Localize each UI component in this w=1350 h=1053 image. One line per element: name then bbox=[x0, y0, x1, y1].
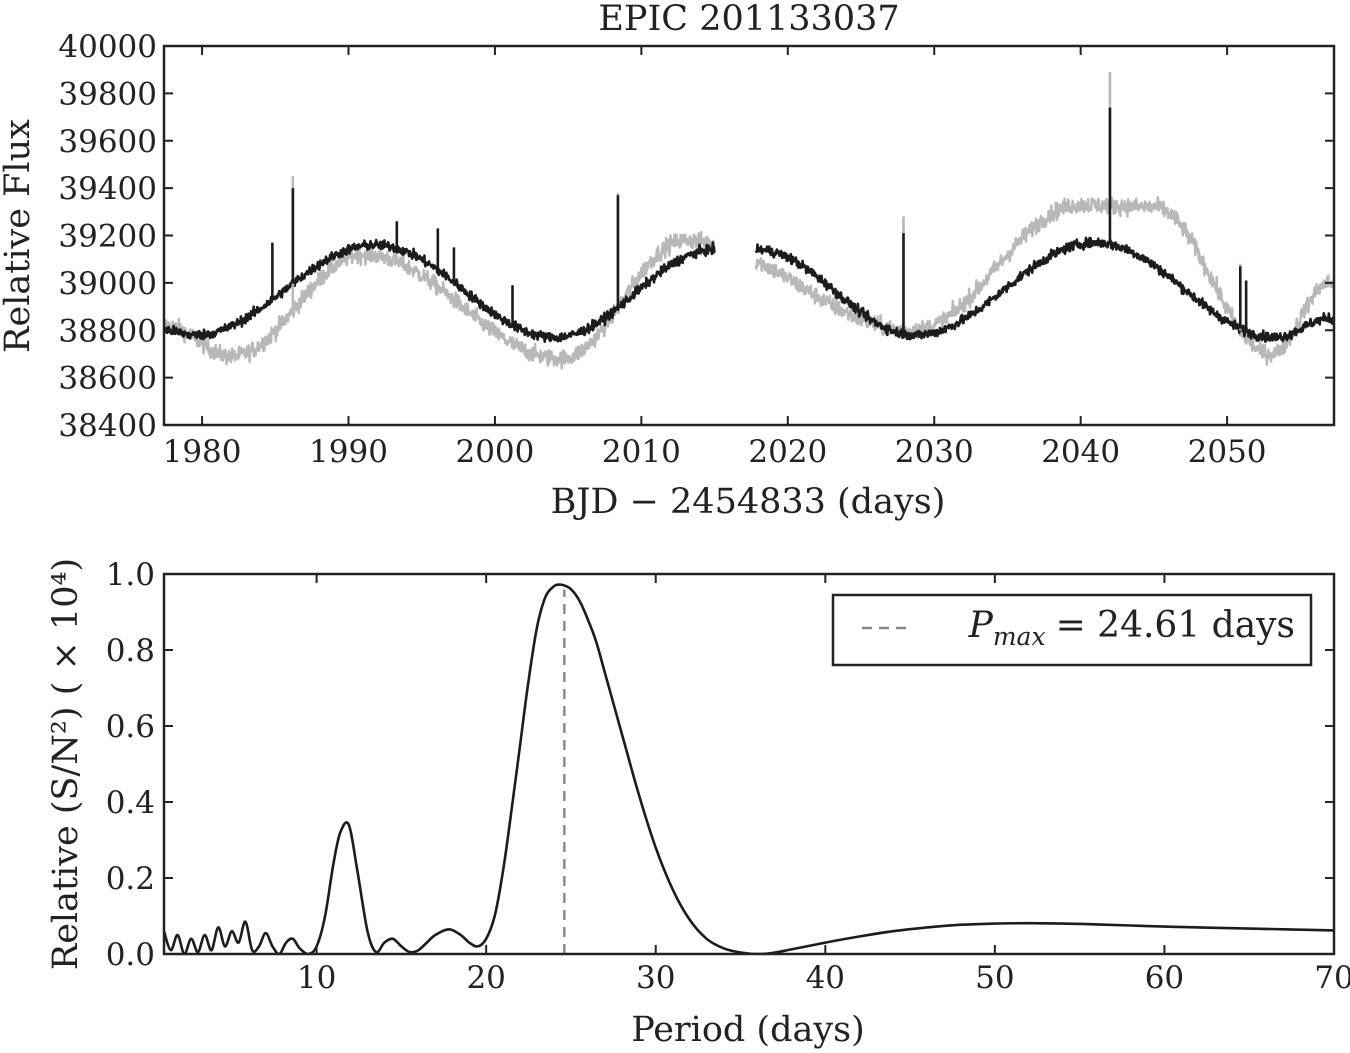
periodogram-x-tick-label: 30 bbox=[636, 960, 675, 996]
periodogram-series bbox=[164, 583, 1334, 954]
periodogram-y-tick-label: 0.0 bbox=[106, 937, 155, 973]
periodogram-x-axis-title: Period (days) bbox=[631, 1010, 865, 1050]
legend-label: Pmax = 24.61 days bbox=[968, 605, 1295, 651]
lightcurve-y-tick-label: 38800 bbox=[58, 313, 157, 349]
lightcurve-title: EPIC 201133037 bbox=[598, 0, 899, 39]
lightcurve-x-tick-label: 2050 bbox=[1188, 434, 1267, 470]
lightcurve-x-tick-label: 2000 bbox=[455, 434, 534, 470]
lightcurve-y-tick-label: 38400 bbox=[58, 408, 157, 444]
periodogram-y-tick-label: 0.4 bbox=[106, 785, 155, 821]
lightcurve-x-tick-label: 2030 bbox=[895, 434, 974, 470]
lightcurve-x-tick-label: 1980 bbox=[163, 434, 242, 470]
lightcurve-x-axis-title: BJD − 2454833 (days) bbox=[551, 482, 946, 522]
lightcurve-y-tick-label: 39000 bbox=[58, 266, 157, 302]
periodogram-x-tick-label: 20 bbox=[466, 960, 505, 996]
periodogram-x-tick-label: 40 bbox=[806, 960, 845, 996]
periodogram-x-tick-label: 50 bbox=[975, 960, 1014, 996]
lightcurve-x-tick-label: 2010 bbox=[602, 434, 681, 470]
lightcurve-y-tick-label: 39400 bbox=[58, 171, 157, 207]
lightcurve-y-tick-label: 39800 bbox=[58, 76, 157, 112]
legend-value: = 24.61 days bbox=[1056, 605, 1295, 646]
periodogram-axes-frame bbox=[162, 572, 1336, 956]
periodogram-y-tick-label: 0.6 bbox=[106, 709, 155, 745]
lightcurve-axes-frame bbox=[162, 44, 1336, 427]
periodogram-y-axis-title: Relative (S/N²) ( × 10⁴) bbox=[46, 558, 86, 970]
periodogram-y-tick-label: 0.8 bbox=[106, 633, 155, 669]
detrended-flux-series bbox=[164, 236, 1334, 344]
raw-flux-series bbox=[164, 196, 1334, 370]
periodogram-y-tick-label: 1.0 bbox=[106, 557, 155, 593]
periodogram-x-tick-label: 70 bbox=[1314, 960, 1350, 996]
lightcurve-y-axis-title: Relative Flux bbox=[0, 119, 38, 353]
lightcurve-x-tick-label: 2040 bbox=[1041, 434, 1120, 470]
periodogram-x-tick-label: 10 bbox=[297, 960, 336, 996]
legend-symbol: P bbox=[968, 605, 994, 646]
lightcurve-x-tick-label: 2020 bbox=[748, 434, 827, 470]
lightcurve-panel: EPIC 201133037 1980 1990 2000 2010 2020 2030 2… bbox=[0, 0, 1336, 522]
lightcurve-x-tick-label: 1990 bbox=[309, 434, 388, 470]
lightcurve-y-tick-label: 39600 bbox=[58, 124, 157, 160]
periodogram-panel: 10 20 30 40 50 60 70 0.0 0.2 0.4 0.6 0.8 1.0 Period… bbox=[46, 557, 1350, 1050]
legend-subscript: max bbox=[993, 622, 1046, 651]
periodogram-x-tick-label: 60 bbox=[1145, 960, 1184, 996]
periodogram-y-tick-label: 0.2 bbox=[106, 861, 155, 897]
lightcurve-y-tick-label: 40000 bbox=[58, 29, 157, 65]
legend-box bbox=[831, 593, 1313, 667]
lightcurve-y-tick-label: 39200 bbox=[58, 219, 157, 255]
legend: Pmax = 24.61 days bbox=[831, 593, 1313, 667]
lightcurve-y-tick-label: 38600 bbox=[58, 361, 157, 397]
